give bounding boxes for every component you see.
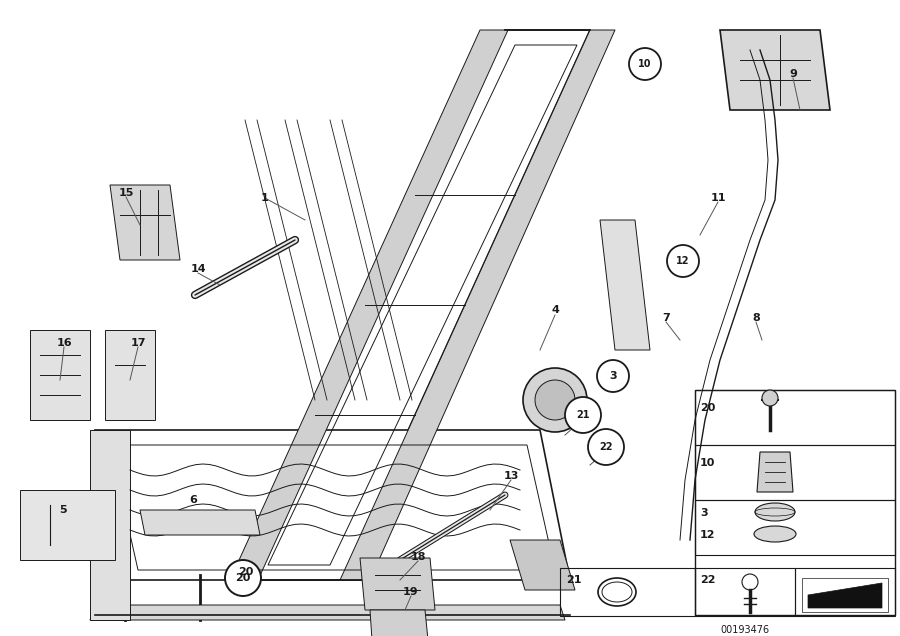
Text: 3: 3 [700, 508, 707, 518]
Polygon shape [340, 30, 615, 580]
Bar [560, 568, 695, 616]
Polygon shape [510, 540, 575, 590]
Polygon shape [90, 605, 565, 620]
Text: 10: 10 [700, 458, 716, 468]
Text: 22: 22 [599, 442, 613, 452]
Circle shape [565, 397, 601, 433]
Text: 9: 9 [789, 69, 796, 79]
Circle shape [762, 390, 778, 406]
Circle shape [225, 560, 261, 596]
Text: 16: 16 [56, 338, 72, 348]
Text: 20: 20 [700, 403, 716, 413]
Polygon shape [802, 578, 888, 612]
Polygon shape [255, 30, 590, 580]
Text: 3: 3 [609, 371, 617, 381]
Text: 15: 15 [118, 188, 134, 198]
Circle shape [667, 245, 699, 277]
Circle shape [535, 380, 575, 420]
Text: 20: 20 [235, 573, 251, 583]
Polygon shape [808, 583, 882, 608]
Polygon shape [20, 490, 115, 560]
Text: 6: 6 [189, 495, 197, 505]
Text: 13: 13 [503, 471, 518, 481]
Polygon shape [95, 430, 570, 580]
Polygon shape [105, 330, 155, 420]
Text: 17: 17 [130, 338, 146, 348]
Text: 20: 20 [238, 567, 254, 577]
Bar [795, 568, 895, 616]
Bar [695, 390, 895, 445]
Circle shape [597, 360, 629, 392]
Text: 8: 8 [752, 313, 760, 323]
Circle shape [523, 368, 587, 432]
Text: 18: 18 [410, 552, 426, 562]
Polygon shape [757, 452, 793, 492]
Text: 21: 21 [576, 410, 590, 420]
Text: 5: 5 [59, 505, 67, 515]
Text: 22: 22 [700, 575, 716, 585]
Text: 00193476: 00193476 [720, 625, 770, 635]
Polygon shape [110, 185, 180, 260]
Polygon shape [230, 30, 508, 580]
Bar [695, 445, 895, 500]
Text: 11: 11 [710, 193, 725, 203]
Polygon shape [720, 30, 830, 110]
Bar [695, 568, 795, 616]
Circle shape [588, 429, 624, 465]
Polygon shape [370, 610, 428, 636]
Polygon shape [30, 330, 90, 420]
Text: 10: 10 [638, 59, 652, 69]
Bar [695, 500, 895, 555]
Ellipse shape [754, 526, 796, 542]
Text: 19: 19 [403, 587, 418, 597]
Text: 1: 1 [261, 193, 269, 203]
Bar [695, 390, 895, 615]
Text: 21: 21 [566, 575, 581, 585]
Text: 14: 14 [190, 264, 206, 274]
Text: 7: 7 [662, 313, 670, 323]
Polygon shape [600, 220, 650, 350]
Text: 12: 12 [700, 530, 716, 540]
Text: 4: 4 [551, 305, 559, 315]
Polygon shape [140, 510, 260, 535]
Polygon shape [90, 430, 130, 620]
Text: 12: 12 [676, 256, 689, 266]
Ellipse shape [755, 503, 795, 521]
Circle shape [629, 48, 661, 80]
Polygon shape [360, 558, 435, 610]
